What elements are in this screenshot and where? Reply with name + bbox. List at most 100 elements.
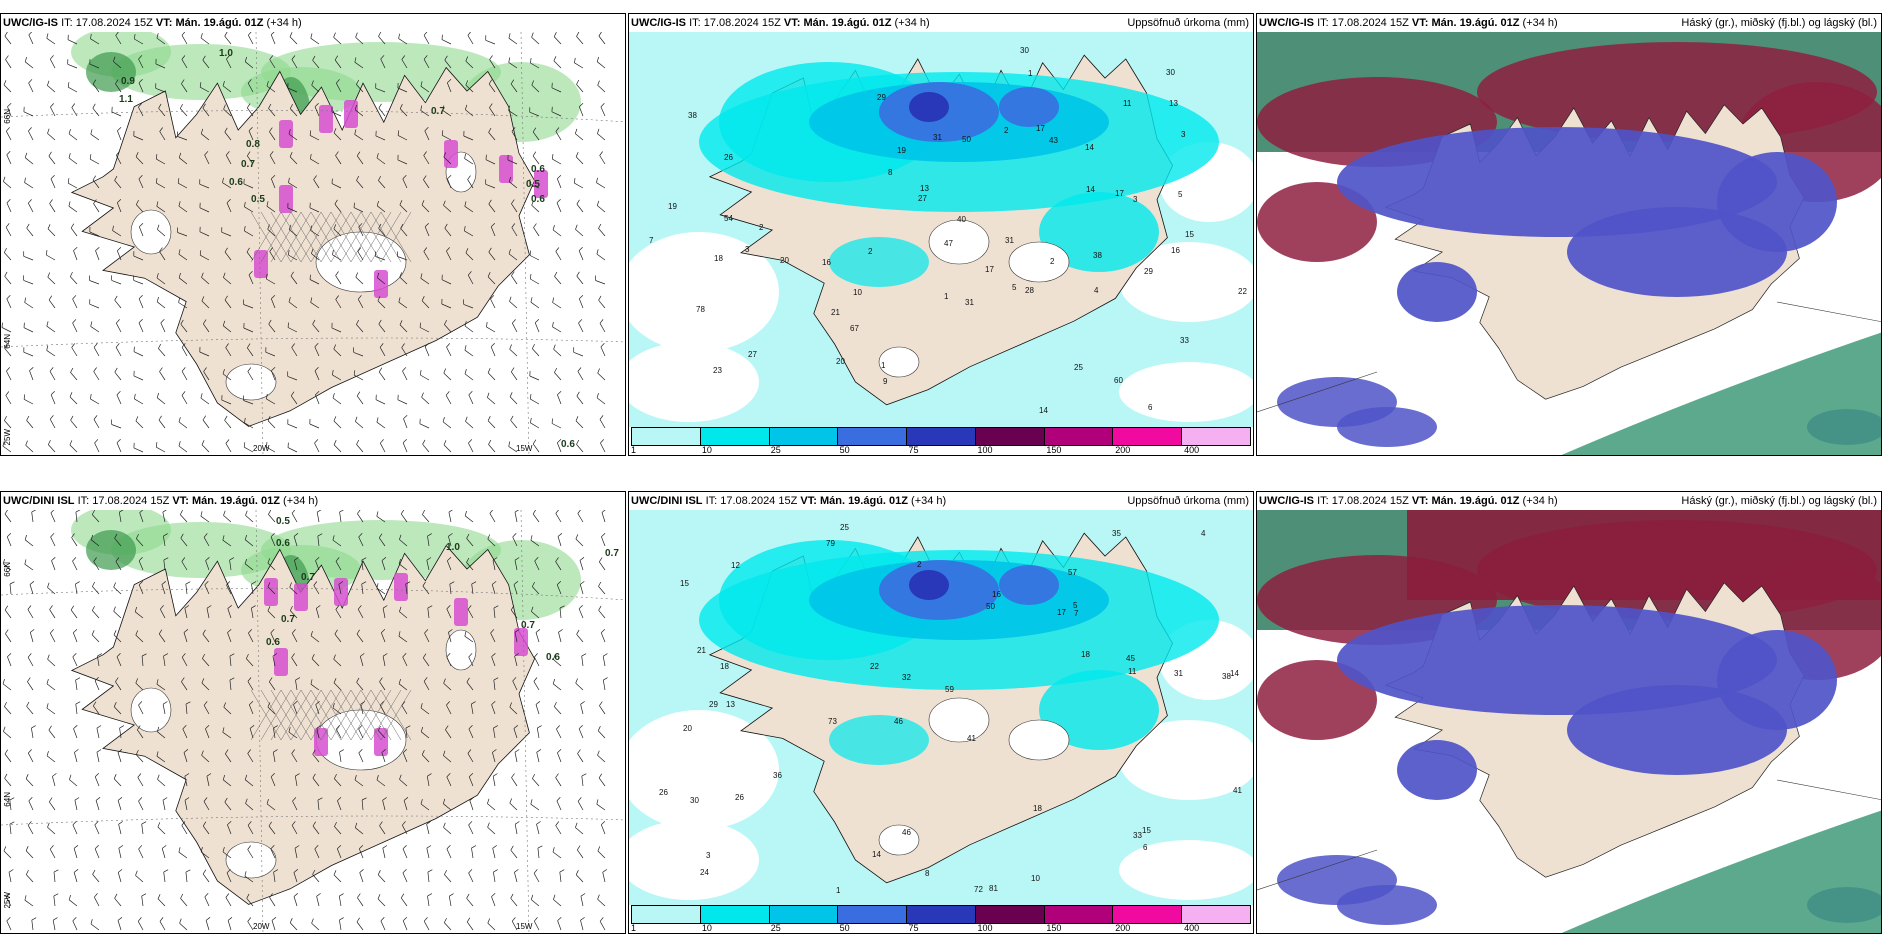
- glacier: [878, 346, 920, 378]
- mid-cloud: [1407, 510, 1881, 600]
- precip-value-label: 17: [1036, 124, 1045, 133]
- legend-swatch: [632, 906, 701, 923]
- precip-value-label: 50: [962, 135, 971, 144]
- precip-value-label: 11: [1128, 667, 1137, 676]
- glacier: [225, 363, 277, 401]
- precip-value-label: 2: [917, 560, 922, 569]
- field-title: Háský (gr.), miðský (fj.bl.) og lágský (…: [1681, 495, 1877, 507]
- field-title: Uppsöfnuð úrkoma (mm): [1127, 17, 1249, 29]
- wind-map: 0.5 0.6 0.7 1.0 0.7 0.6 0.7 0.6 0.7: [1, 510, 625, 933]
- panel-precip-dini: UWC/DINI ISL IT: 17.08.2024 15Z VT: Mán.…: [628, 491, 1254, 934]
- convective-patch: [534, 170, 548, 198]
- dry-area: [1119, 840, 1253, 900]
- legend-swatch: [907, 906, 976, 923]
- lon-label: 25W: [3, 892, 12, 909]
- precip-value-label: 6: [1143, 843, 1148, 852]
- precip-value-label: 10: [1031, 874, 1040, 883]
- glacier: [130, 687, 172, 733]
- precip-value-label: 21: [697, 646, 706, 655]
- convective-patch: [279, 185, 293, 213]
- precip-value-label: 1: [881, 361, 886, 370]
- precip-value-label: 78: [696, 305, 705, 314]
- precip-value-label: 36: [773, 771, 782, 780]
- wind-value-label: 0.6: [276, 538, 290, 549]
- precip-value-label: 1: [836, 886, 841, 895]
- precip-value-label: 19: [668, 202, 677, 211]
- wind-value-label: 0.7: [431, 106, 445, 117]
- legend-swatch: [975, 428, 1045, 445]
- wind-value-label: 0.5: [251, 194, 265, 205]
- cloud-map: [1257, 32, 1881, 455]
- convective-patch: [264, 578, 278, 606]
- precip-value-label: 57: [1068, 568, 1077, 577]
- mid-cloud: [1257, 660, 1377, 740]
- lon-label: 15W: [516, 922, 533, 931]
- wind-value-label: 1.0: [219, 48, 233, 59]
- precip-value-label: 31: [1174, 669, 1183, 678]
- wind-barbs: [2, 510, 608, 931]
- precip-value-label: 2: [759, 223, 764, 232]
- legend-tick-label: 50: [839, 923, 850, 933]
- glacier: [225, 841, 277, 879]
- precip-value-label: 26: [659, 788, 668, 797]
- precip-value-label: 18: [1033, 804, 1042, 813]
- precip-value-label: 17: [1057, 608, 1066, 617]
- precip-value-label: 7: [1074, 609, 1079, 618]
- convective-patch: [394, 573, 408, 601]
- glacier: [928, 697, 990, 743]
- glacier: [1008, 241, 1070, 283]
- precip-value-label: 73: [828, 717, 837, 726]
- legend-swatch: [632, 428, 701, 445]
- field-title: Uppsöfnuð úrkoma (mm): [1127, 495, 1249, 507]
- precip-value-label: 2: [1050, 257, 1055, 266]
- legend-swatch: [1182, 428, 1251, 445]
- precip-value-label: 23: [713, 366, 722, 375]
- precip-value-label: 21: [831, 308, 840, 317]
- precip-value-label: 41: [1233, 786, 1242, 795]
- precip-value-label: 6: [1148, 403, 1153, 412]
- glacier: [878, 824, 920, 856]
- precip-legend: 1 10 25 50 75 100 150 200 400: [629, 427, 1253, 455]
- dry-area: [1119, 362, 1253, 422]
- precip-band: [829, 715, 929, 765]
- precip-value-label: 43: [1049, 136, 1058, 145]
- precip-value-label: 33: [1180, 336, 1189, 345]
- legend-tick-label: 100: [977, 923, 993, 933]
- precip-value-label: 9: [883, 377, 888, 386]
- precip-value-label: 7: [649, 236, 654, 245]
- precip-value-label: 25: [1074, 363, 1083, 372]
- panel-cloud-igis: UWC/IG-IS IT: 17.08.2024 15Z VT: Mán. 19…: [1256, 13, 1882, 456]
- precip-value-label: 3: [745, 245, 750, 254]
- convective-patch: [374, 270, 388, 298]
- dry-area: [1119, 242, 1253, 322]
- precip-band: [1039, 192, 1159, 272]
- graticule: [1, 32, 625, 455]
- legend-tick-label: 10: [701, 923, 712, 933]
- precip-band: [999, 565, 1059, 605]
- precip-value-label: 25: [840, 523, 849, 532]
- convective-patch: [334, 578, 348, 606]
- hatch-area: [250, 689, 412, 741]
- field-title: Háský (gr.), miðský (fj.bl.) og lágský (…: [1681, 17, 1877, 29]
- precip-value-label: 29: [1144, 267, 1153, 276]
- glacier: [130, 209, 172, 255]
- precip-value-label: 60: [1114, 376, 1123, 385]
- legend-swatch: [1044, 906, 1114, 923]
- precip-value-label: 20: [780, 256, 789, 265]
- boundary-line: [1257, 371, 1378, 413]
- wind-value-label: 0.6: [561, 439, 575, 450]
- legend-swatch: [769, 428, 839, 445]
- dry-area: [629, 342, 759, 422]
- panel-header: UWC/DINI ISL IT: 17.08.2024 15Z VT: Mán.…: [629, 492, 1253, 510]
- wind-value-label: 1.1: [119, 94, 133, 105]
- cloud-map: [1257, 510, 1881, 933]
- precip-value-label: 14: [872, 850, 881, 859]
- wind-value-label: 0.6: [531, 194, 545, 205]
- legend-swatch: [975, 906, 1045, 923]
- precip-value-label: 31: [1005, 236, 1014, 245]
- boundary-line: [1776, 301, 1881, 322]
- precip-value-label: 17: [1115, 189, 1124, 198]
- dry-area: [629, 232, 779, 352]
- precip-value-label: 54: [724, 214, 733, 223]
- precip-legend: 1 10 25 50 75 100 150 200 400: [629, 905, 1253, 933]
